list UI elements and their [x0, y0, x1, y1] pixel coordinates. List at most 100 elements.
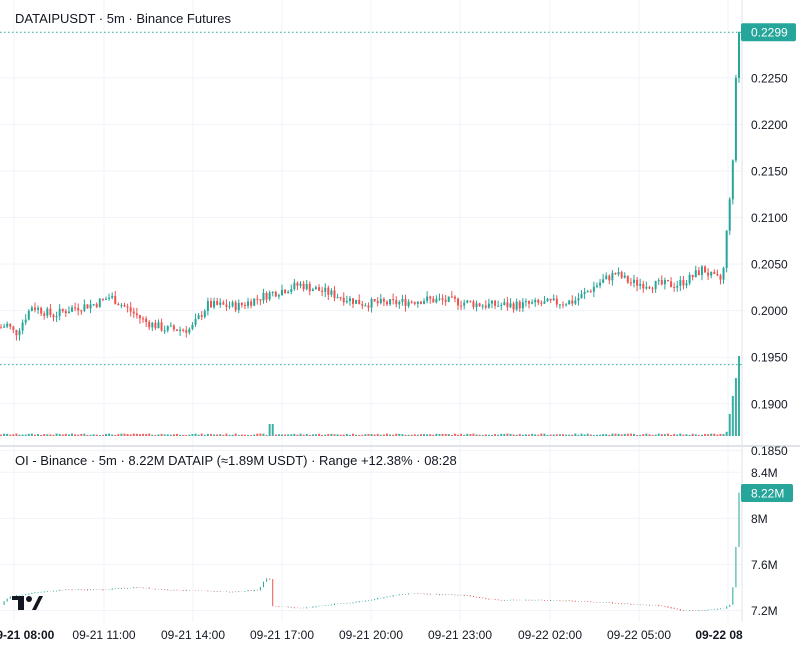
price-candle-body — [256, 298, 259, 300]
price-candle-body — [413, 302, 416, 304]
price-candle-body — [620, 272, 623, 278]
price-candle-body — [602, 279, 605, 283]
volume-bar — [49, 434, 52, 436]
price-candle-body — [460, 305, 463, 307]
volume-bar — [293, 433, 296, 436]
price-candles — [0, 31, 740, 341]
volume-bar — [521, 434, 524, 436]
volume-bar — [373, 434, 376, 436]
price-candle-body — [682, 280, 685, 286]
price-candle-body — [37, 307, 40, 310]
volume-bar — [216, 434, 219, 436]
volume-bar — [441, 433, 444, 436]
price-candle-body — [89, 304, 92, 309]
volume-bar — [64, 433, 67, 436]
price-candle-body — [231, 302, 234, 307]
volume-bar — [352, 433, 355, 436]
price-candle-body — [670, 281, 673, 287]
volume-bar — [500, 433, 503, 436]
volume-bar — [487, 434, 490, 436]
volume-bar — [605, 434, 608, 436]
time-tick-label: 09-22 08 — [695, 628, 743, 642]
volume-bar — [148, 433, 151, 436]
price-candle-body — [432, 298, 435, 303]
volume-bar — [18, 434, 21, 436]
volume-bar — [46, 434, 49, 436]
volume-bar — [376, 433, 379, 436]
price-candle-body — [423, 301, 426, 304]
volume-bar — [645, 433, 648, 436]
price-candle-body — [503, 302, 506, 305]
volume-bar — [52, 434, 55, 436]
price-candle-body — [123, 305, 126, 307]
price-candle-body — [685, 283, 688, 286]
price-candle-body — [500, 304, 503, 306]
price-candle-body — [188, 328, 191, 333]
volume-bar — [240, 434, 243, 436]
volume-bars — [0, 356, 740, 436]
volume-bar — [333, 434, 336, 436]
price-candle-body — [191, 324, 194, 329]
tradingview-logo[interactable] — [12, 596, 43, 610]
volume-bar — [475, 434, 478, 436]
volume-bar — [231, 434, 234, 436]
price-candle-body — [333, 290, 336, 298]
time-tick-label: 09-21 23:00 — [428, 628, 492, 642]
price-candle-body — [355, 299, 358, 304]
volume-bar — [138, 434, 141, 436]
price-candle-body — [154, 322, 157, 329]
price-candle-body — [40, 307, 43, 314]
price-candle-body — [30, 307, 33, 311]
volume-bar — [157, 434, 160, 436]
price-candle-body — [497, 305, 500, 307]
volume-bar — [305, 433, 308, 436]
volume-bar — [392, 434, 395, 436]
price-candle-body — [203, 311, 206, 317]
price-candle-body — [318, 287, 321, 291]
price-candle-body — [197, 315, 200, 319]
price-candle-body — [558, 304, 561, 306]
price-candle-body — [725, 230, 728, 268]
volume-bar — [151, 434, 154, 436]
volume-bar — [280, 434, 283, 436]
time-tick-label: 09-21 08:00 — [0, 628, 55, 642]
price-candle-body — [225, 304, 228, 307]
price-candle-body — [336, 297, 339, 299]
volume-bar — [243, 434, 246, 436]
price-candle-body — [478, 303, 481, 307]
price-candle-body — [163, 330, 166, 332]
volume-bar — [330, 433, 333, 436]
price-candle-body — [716, 273, 719, 276]
oi-tick-label: 8.4M — [751, 466, 778, 480]
price-candle-body — [583, 291, 586, 294]
volume-bar — [484, 434, 487, 436]
price-candle-body — [614, 272, 617, 275]
volume-bar — [555, 434, 558, 436]
volume-bar — [336, 434, 339, 436]
price-candle-body — [392, 299, 395, 301]
volume-bar — [30, 433, 33, 436]
price-candle-body — [426, 296, 429, 302]
volume-bar — [676, 434, 679, 436]
volume-bar — [416, 434, 419, 436]
volume-bar — [250, 434, 253, 436]
volume-bar — [253, 434, 256, 436]
volume-bar — [0, 434, 2, 436]
price-candle-body — [259, 299, 262, 301]
price-candle-body — [515, 301, 518, 310]
price-candle-body — [74, 307, 77, 309]
price-candle-body — [64, 311, 67, 314]
volume-bar — [256, 433, 259, 436]
price-candle-body — [160, 322, 163, 331]
price-candle-body — [209, 301, 212, 308]
volume-bar — [385, 433, 388, 436]
price-candle-body — [555, 298, 558, 305]
price-candle-body — [108, 297, 111, 299]
volume-bar — [561, 434, 564, 436]
volume-bar — [524, 434, 527, 436]
volume-bar — [203, 434, 206, 436]
volume-bar — [673, 433, 676, 436]
volume-bar — [503, 433, 506, 436]
volume-bar — [290, 434, 293, 436]
price-candle-body — [738, 32, 740, 78]
